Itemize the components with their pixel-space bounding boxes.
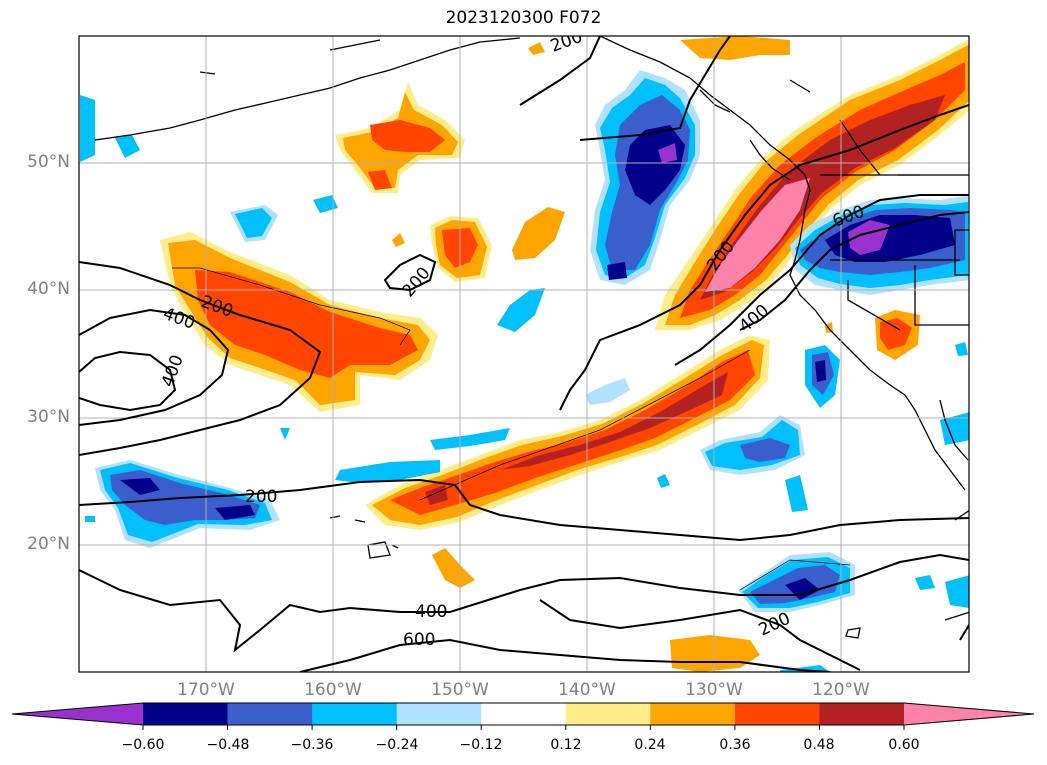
lat-label: 20°N bbox=[27, 534, 70, 554]
graticule bbox=[79, 36, 969, 672]
lon-label: 140°W bbox=[558, 680, 616, 700]
colorbar-cell bbox=[227, 703, 313, 725]
colorbar-tick-label: 0.48 bbox=[803, 737, 835, 753]
lon-label: 120°W bbox=[812, 680, 870, 700]
colorbar-extend-high bbox=[904, 703, 1034, 725]
colorbar-tick-label: 0.36 bbox=[719, 737, 751, 753]
colorbar-tick-label: −0.60 bbox=[121, 737, 165, 753]
positive-anomaly-shading bbox=[160, 36, 969, 672]
lat-label: 50°N bbox=[27, 152, 70, 172]
colorbar-cell bbox=[481, 703, 567, 725]
contour-label: 400 bbox=[415, 602, 447, 622]
lat-label: 30°N bbox=[27, 407, 70, 427]
lat-label: 40°N bbox=[27, 279, 70, 299]
colorbar-cell bbox=[396, 703, 482, 725]
height-contours bbox=[79, 36, 969, 672]
shading-outlines bbox=[172, 267, 851, 591]
colorbar-cell bbox=[819, 703, 905, 725]
colorbar-tick-label: −0.36 bbox=[290, 737, 334, 753]
lon-label: 130°W bbox=[685, 680, 743, 700]
coastlines bbox=[94, 36, 969, 639]
colorbar-tick-label: 0.24 bbox=[634, 737, 666, 753]
lon-label: 150°W bbox=[431, 680, 489, 700]
colorbar-cell bbox=[312, 703, 398, 725]
colorbar-cell bbox=[650, 703, 736, 725]
colorbar-tick-label: −0.24 bbox=[375, 737, 419, 753]
colorbar-extend-low bbox=[12, 703, 143, 725]
colorbar-tick-label: 0.60 bbox=[888, 737, 920, 753]
lon-label: 160°W bbox=[304, 680, 362, 700]
contour-label: 200 bbox=[245, 487, 277, 507]
lon-label: 170°W bbox=[177, 680, 235, 700]
colorbar-cell bbox=[143, 703, 229, 725]
colorbar-cell bbox=[734, 703, 820, 725]
contour-label: 600 bbox=[403, 630, 435, 650]
map-title: 2023120300 F072 bbox=[445, 8, 602, 28]
colorbar-tick-label: 0.12 bbox=[550, 737, 582, 753]
map-frame bbox=[78, 35, 970, 673]
colorbar-tick-label: −0.12 bbox=[459, 737, 503, 753]
colorbar-cells bbox=[143, 703, 905, 725]
colorbar-cell bbox=[565, 703, 651, 725]
colorbar-tick-label: −0.48 bbox=[206, 737, 250, 753]
colorbar bbox=[11, 702, 1035, 730]
